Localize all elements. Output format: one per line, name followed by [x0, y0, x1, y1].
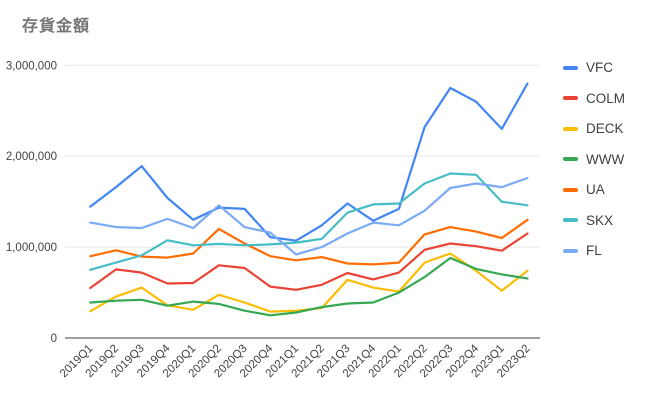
- legend-label: VFC: [586, 60, 613, 76]
- y-axis-tick-label: 1,000,000: [6, 242, 57, 254]
- legend-swatch: [563, 157, 578, 162]
- legend-swatch: [563, 65, 578, 70]
- series-line-colm: [89, 232, 529, 291]
- legend-swatch: [563, 126, 578, 131]
- legend-label: UA: [586, 182, 605, 198]
- chart-title: 存貨金額: [22, 18, 91, 35]
- y-axis-tick-label: 3,000,000: [6, 60, 57, 72]
- series-line-www: [89, 256, 529, 317]
- legend-item-colm: COLM: [563, 89, 625, 109]
- legend-swatch: [563, 96, 578, 101]
- legend-item-skx: SKX: [563, 211, 625, 231]
- legend-swatch: [563, 187, 578, 192]
- legend-item-www: WWW: [563, 150, 625, 170]
- series-line-vfc: [89, 82, 529, 242]
- legend-item-vfc: VFC: [563, 58, 625, 78]
- y-axis-tick-label: 0: [51, 333, 57, 345]
- legend-item-deck: DECK: [563, 119, 625, 139]
- legend-item-ua: UA: [563, 180, 625, 200]
- series-line-ua: [89, 218, 529, 266]
- series-line-skx: [89, 172, 529, 271]
- legend-label: DECK: [586, 121, 624, 137]
- legend-label: FL: [586, 243, 602, 259]
- legend-label: WWW: [586, 151, 625, 167]
- legend-label: COLM: [586, 90, 626, 106]
- legend: VFC COLM DECK WWW UA SKX FL: [563, 58, 625, 272]
- series-line-fl: [89, 176, 529, 256]
- legend-swatch: [563, 248, 578, 253]
- y-axis-tick-label: 2,000,000: [6, 151, 57, 163]
- legend-item-fl: FL: [563, 241, 625, 261]
- legend-swatch: [563, 218, 578, 223]
- legend-label: SKX: [586, 212, 614, 228]
